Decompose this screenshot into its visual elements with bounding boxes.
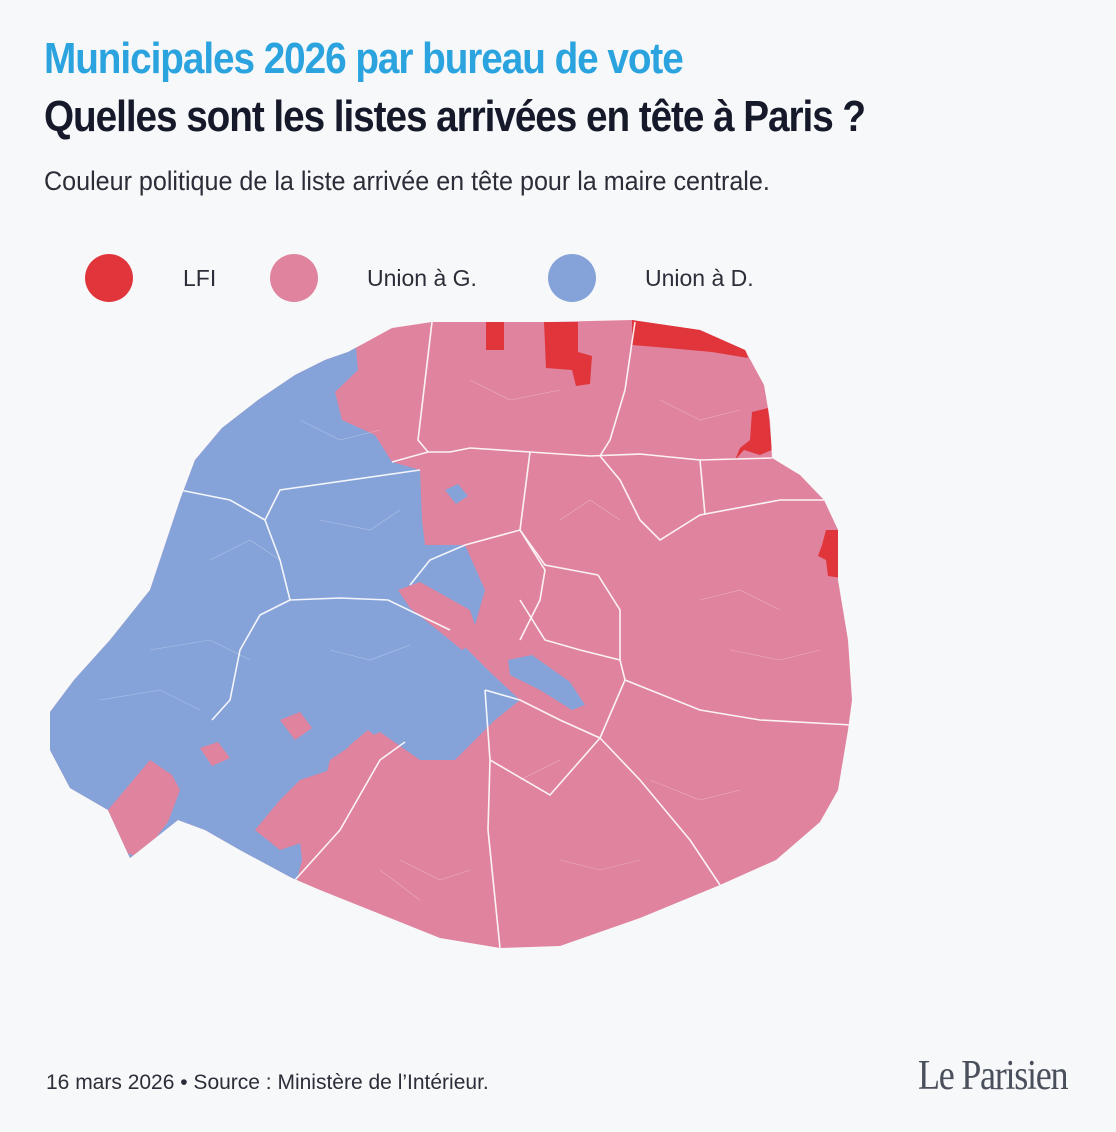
source-note: 16 mars 2026 • Source : Ministère de l’I…	[46, 1071, 489, 1094]
legend-label-union-droite: Union à D.	[645, 265, 754, 291]
chart-subtitle: Couleur politique de la liste arrivée en…	[44, 166, 770, 196]
legend-swatch-union-gauche	[270, 254, 318, 302]
map-region-lfi-north-2	[544, 322, 592, 386]
legend-label-lfi: LFI	[183, 265, 217, 291]
map-region-lfi-east-2	[818, 530, 842, 578]
bureau-boundaries	[99, 379, 821, 901]
map-region-union-droite-dot	[445, 484, 468, 504]
map-region-union-gauche-patch	[200, 712, 312, 766]
legend-swatch-union-droite	[548, 254, 596, 302]
chart-kicker: Municipales 2026 par bureau de vote	[44, 34, 684, 83]
chart-title: Quelles sont les listes arrivées en tête…	[44, 92, 866, 141]
map-region-lfi-north-1	[486, 322, 504, 350]
map-region-union-gauche-wedge	[398, 582, 480, 650]
le-parisien-logo: Le Parisien	[918, 1053, 1069, 1099]
legend-label-union-gauche: Union à G.	[367, 265, 477, 291]
legend-swatch-lfi	[85, 254, 133, 302]
map-region-union-gauche-fingers	[255, 730, 420, 850]
legend: LFI Union à G. Union à D.	[0, 254, 1116, 304]
map-region-union-gauche-south-west	[108, 760, 180, 858]
map-region-lfi-north-3	[632, 320, 748, 358]
map-region-lfi-east-1	[735, 408, 772, 460]
map-region-union-droite-strip	[508, 655, 585, 710]
arrondissement-boundaries	[179, 321, 852, 948]
